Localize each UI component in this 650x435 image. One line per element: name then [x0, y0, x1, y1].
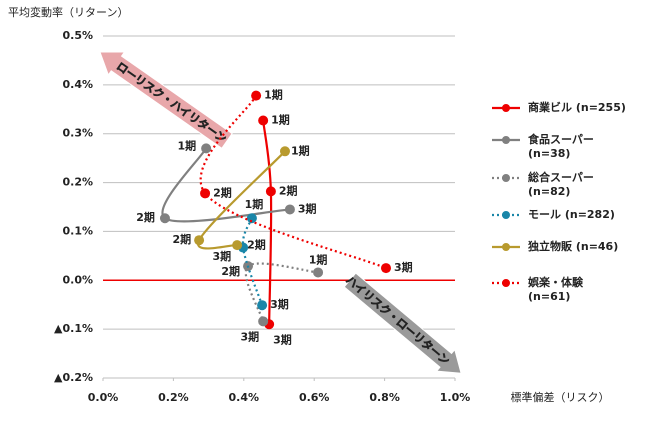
point-label: 2期	[279, 183, 298, 197]
series-line	[244, 262, 319, 322]
point-label: 1期	[245, 197, 264, 211]
point-label: 2期	[172, 232, 191, 246]
legend-dot	[502, 104, 510, 112]
point-label: 1期	[291, 143, 310, 157]
legend-dot	[502, 174, 510, 182]
y-tick-label: 0.1%	[62, 224, 93, 237]
point-label: 3期	[298, 201, 317, 215]
point-label: 3期	[394, 260, 413, 274]
point	[194, 235, 205, 246]
x-tick-label: 0.8%	[369, 391, 400, 404]
arrow-shape	[99, 51, 233, 149]
point	[258, 316, 269, 327]
x-tick-label: 0.0%	[88, 391, 119, 404]
point	[284, 204, 295, 215]
point-label: 1期	[309, 252, 328, 266]
legend-item: 総合スーパー (n=82)	[490, 171, 640, 199]
annotation: ハイリスク・ローリターン	[343, 273, 452, 367]
x-axis-title: 標準偏差（リスク）	[511, 390, 610, 404]
point	[258, 115, 269, 126]
legend-dot	[502, 211, 510, 219]
legend-item: 食品スーパー (n=38)	[490, 133, 640, 161]
point	[246, 213, 257, 224]
series-line	[262, 120, 273, 325]
point	[279, 146, 290, 157]
point-label: 2期	[221, 264, 240, 278]
point	[159, 213, 170, 224]
legend-dot	[502, 136, 510, 144]
annotation: ローリスク・ハイリターン	[114, 60, 229, 146]
legend-marker	[492, 104, 520, 112]
legend-marker	[492, 174, 520, 182]
point-label: 1期	[264, 88, 283, 102]
point-label: 2期	[213, 185, 232, 199]
legend-label: 娯楽・体験 (n=61)	[528, 276, 583, 303]
y-tick-label: 0.2%	[62, 176, 93, 189]
x-tick-label: 0.6%	[299, 391, 330, 404]
y-tick-label: ▲0.2%	[54, 371, 93, 384]
legend-label: 食品スーパー (n=38)	[528, 133, 594, 160]
point	[257, 300, 268, 311]
legend-label: 総合スーパー (n=82)	[528, 171, 594, 198]
point-label: 2期	[247, 238, 266, 252]
legend-item: モール (n=282)	[490, 208, 640, 222]
legend-item: 独立物販 (n=46)	[490, 240, 640, 254]
point	[200, 188, 211, 199]
legend-marker	[492, 279, 520, 287]
y-tick-label: 0.5%	[62, 29, 93, 42]
legend-marker	[492, 136, 520, 144]
arrow: ハイリスク・ローリターン	[343, 272, 462, 374]
point	[381, 263, 392, 274]
y-tick-label: ▲0.1%	[54, 322, 93, 335]
y-tick-label: 0.0%	[62, 273, 93, 286]
legend-label: 独立物販 (n=46)	[528, 240, 619, 253]
legend-dot	[502, 243, 510, 251]
legend-item: 商業ビル (n=255)	[490, 101, 640, 115]
y-tick-label: 0.3%	[62, 127, 93, 140]
series-line	[199, 95, 387, 270]
x-tick-label: 1.0%	[440, 391, 471, 404]
x-tick-label: 0.2%	[158, 391, 189, 404]
legend-marker	[492, 211, 520, 219]
point-label: 2期	[136, 210, 155, 224]
y-tick-label: 0.4%	[62, 78, 93, 91]
point	[201, 143, 212, 154]
point-label: 3期	[273, 332, 292, 346]
legend-item: 娯楽・体験 (n=61)	[490, 276, 640, 304]
legend-marker	[492, 243, 520, 251]
legend-label: 商業ビル (n=255)	[528, 101, 626, 114]
point	[251, 90, 262, 101]
legend-label: モール (n=282)	[528, 208, 615, 221]
y-axis-title: 平均変動率（リターン）	[8, 5, 128, 19]
point-label: 3期	[241, 329, 260, 343]
x-tick-label: 0.4%	[229, 391, 260, 404]
point	[265, 186, 276, 197]
point-label: 1期	[271, 113, 290, 127]
point-label: 3期	[212, 249, 231, 263]
arrow: ローリスク・ハイリターン	[99, 51, 233, 149]
point	[232, 240, 243, 251]
legend-dot	[502, 279, 510, 287]
point	[313, 267, 324, 278]
point-label: 1期	[177, 138, 196, 152]
point-label: 3期	[270, 297, 289, 311]
arrow-shape	[343, 272, 462, 374]
